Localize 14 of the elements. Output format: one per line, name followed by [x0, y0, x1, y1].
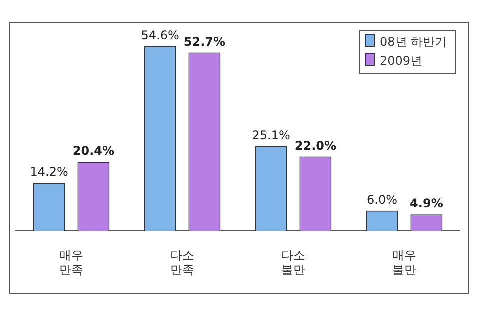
- legend-label: 08년 하반기: [379, 34, 448, 51]
- data-label: 20.4%: [72, 144, 115, 158]
- x-tick-label: 다소 불만: [282, 248, 306, 277]
- legend-label: 2009년: [379, 53, 424, 70]
- x-tick-label: 매우 불만: [392, 248, 416, 277]
- x-tick-label: 매우 만족: [60, 248, 84, 277]
- data-label: 25.1%: [252, 128, 290, 142]
- data-label: 6.0%: [367, 193, 398, 208]
- data-label: 4.9%: [410, 196, 444, 211]
- data-label: 14.2%: [30, 165, 68, 180]
- data-label: 52.7%: [184, 34, 226, 49]
- x-tick-label: 다소 만족: [170, 248, 194, 277]
- data-label: 54.6%: [141, 28, 180, 42]
- data-label: 22.0%: [294, 138, 337, 153]
